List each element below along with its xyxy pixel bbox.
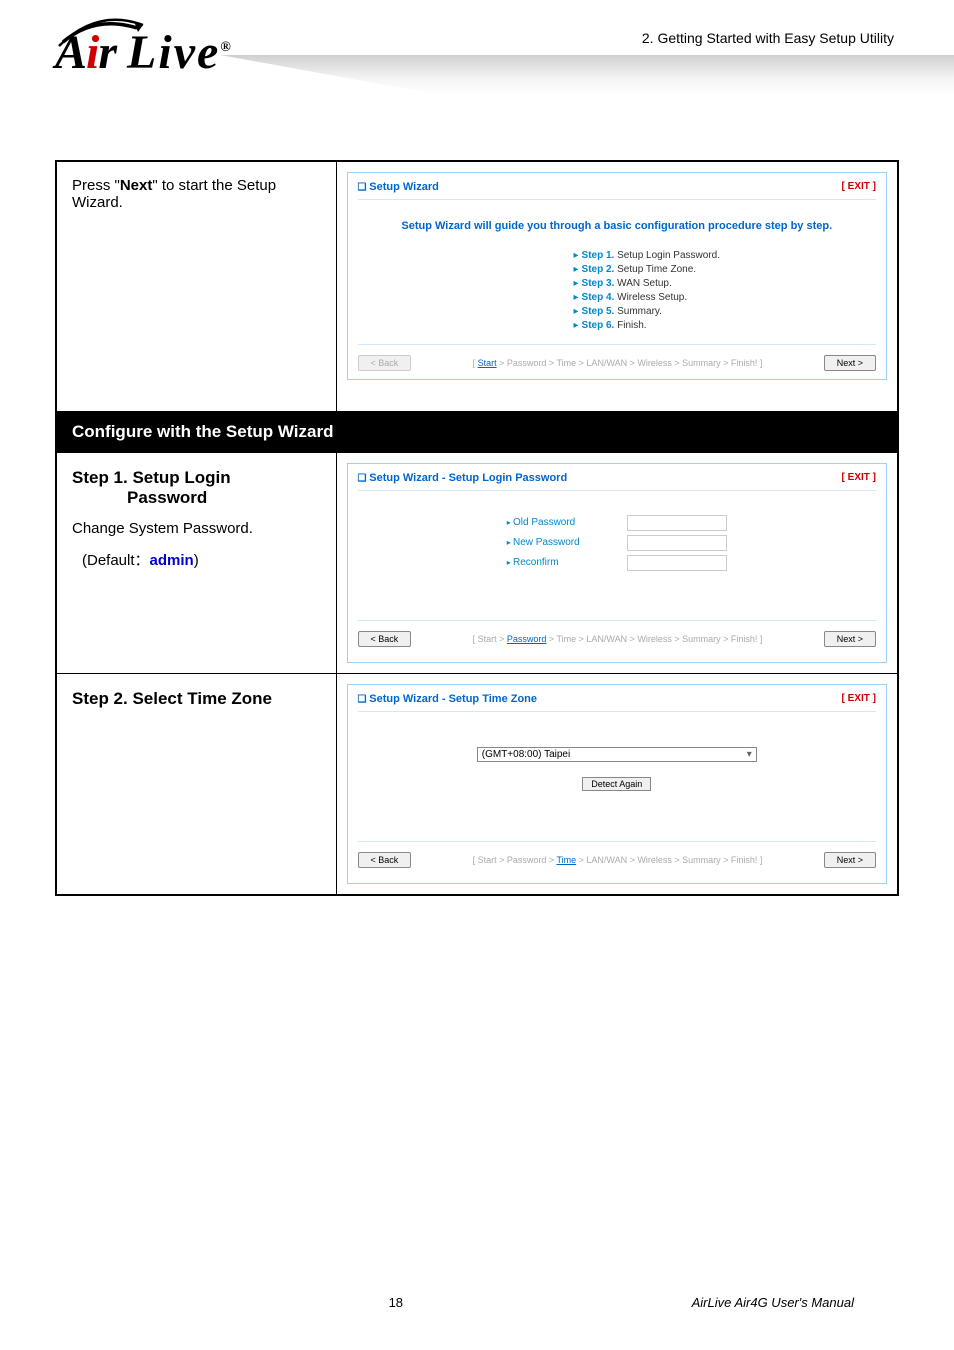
new-password-input[interactable] [627, 535, 727, 551]
exit-link[interactable]: [ EXIT ] [842, 693, 876, 705]
detect-again-button[interactable]: Detect Again [582, 777, 651, 791]
section-header: Configure with the Setup Wizard [56, 411, 898, 452]
old-password-input[interactable] [627, 515, 727, 531]
logo-arc-icon [55, 10, 145, 50]
new-password-label: New Password [507, 537, 627, 548]
step-item: ▸Step 1. Setup Login Password. [574, 250, 720, 261]
back-button[interactable]: < Back [358, 631, 412, 647]
setup-wizard-password-panel: Setup Wizard - Setup Login Password [ EX… [347, 463, 888, 663]
wizard-step-list: ▸Step 1. Setup Login Password. ▸Step 2. … [574, 247, 720, 334]
next-button[interactable]: Next > [824, 631, 876, 647]
reconfirm-label: Reconfirm [507, 557, 627, 568]
wizard-breadcrumb: [ Start > Password > Time > LAN/WAN > Wi… [411, 634, 823, 644]
row3-instruction-cell: Step 2. Select Time Zone [56, 673, 336, 895]
chapter-title: 2. Getting Started with Easy Setup Utili… [642, 30, 894, 46]
wizard-title: Setup Wizard [358, 181, 439, 193]
wizard-description: Setup Wizard will guide you through a ba… [358, 220, 877, 232]
wizard-breadcrumb: [ Start > Password > Time > LAN/WAN > Wi… [411, 358, 823, 368]
back-button: < Back [358, 355, 412, 371]
airlive-logo: Air Live® [55, 25, 230, 80]
wizard-breadcrumb: [ Start > Password > Time > LAN/WAN > Wi… [411, 855, 823, 865]
logo-registered-icon: ® [220, 40, 229, 55]
row2-instruction-cell: Step 1. Setup Login Password Change Syst… [56, 452, 336, 673]
wizard-title: Setup Wizard - Setup Time Zone [358, 693, 538, 705]
header-banner [220, 55, 954, 95]
exit-link[interactable]: [ EXIT ] [842, 181, 876, 193]
setup-wizard-timezone-panel: Setup Wizard - Setup Time Zone [ EXIT ] … [347, 684, 888, 884]
next-button[interactable]: Next > [824, 852, 876, 868]
default-password: admin [150, 552, 194, 569]
next-button[interactable]: Next > [824, 355, 876, 371]
wizard-title: Setup Wizard - Setup Login Password [358, 472, 568, 484]
step-item: ▸Step 3. WAN Setup. [574, 278, 720, 289]
manual-name: AirLive Air4G User's Manual [692, 1295, 854, 1310]
page-header: 2. Getting Started with Easy Setup Utili… [0, 0, 954, 150]
back-button[interactable]: < Back [358, 852, 412, 868]
setup-wizard-start-panel: Setup Wizard [ EXIT ] Setup Wizard will … [347, 172, 888, 380]
main-content-table: Press "Next" to start the Setup Wizard. … [55, 160, 899, 896]
timezone-select[interactable]: (GMT+08:00) Taipei [477, 747, 757, 762]
row1-instruction-cell: Press "Next" to start the Setup Wizard. [56, 161, 336, 411]
step-item: ▸Step 2. Setup Time Zone. [574, 264, 720, 275]
page-footer: 18 AirLive Air4G User's Manual [0, 1295, 954, 1310]
page-number: 18 [389, 1295, 403, 1310]
step-item: ▸Step 6. Finish. [574, 320, 720, 331]
step-item: ▸Step 4. Wireless Setup. [574, 292, 720, 303]
exit-link[interactable]: [ EXIT ] [842, 472, 876, 484]
reconfirm-input[interactable] [627, 555, 727, 571]
old-password-label: Old Password [507, 517, 627, 528]
step-item: ▸Step 5. Summary. [574, 306, 720, 317]
